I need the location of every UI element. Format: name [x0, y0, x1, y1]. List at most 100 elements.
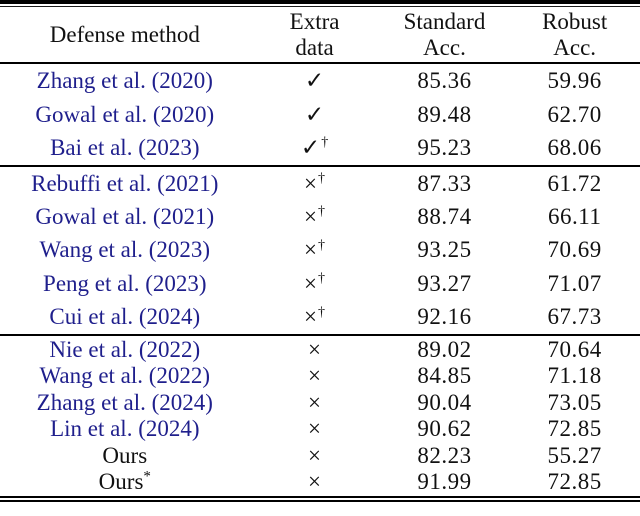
- standard-acc-value: 95.23: [417, 135, 472, 161]
- cross-icon: ×: [304, 237, 318, 263]
- robust-acc-value: 67.73: [547, 304, 602, 330]
- header-extra-line1: Extra: [289, 8, 340, 34]
- robust-acc-value: 72.85: [547, 416, 602, 442]
- standard-acc-value: 92.16: [417, 304, 472, 330]
- cross-icon: ×: [308, 442, 322, 468]
- table-row: Gowal et al. (2020) ✓ 89.48 62.70: [0, 98, 640, 132]
- method-label: Ours: [102, 442, 148, 468]
- robust-acc-value: 72.85: [547, 469, 602, 495]
- header-standard-line2: Acc.: [423, 34, 466, 60]
- method-citation-link[interactable]: Zhang et al. (2020): [36, 67, 213, 93]
- table-row: Cui et al. (2024) ×† 92.16 67.73: [0, 301, 640, 334]
- method-star-superscript: *: [143, 468, 151, 485]
- defense-method-cell: Zhang et al. (2024): [0, 390, 250, 416]
- cross-icon: ×: [308, 336, 322, 362]
- table-row: Gowal et al. (2021) ×† 88.74 66.11: [0, 200, 640, 233]
- method-citation-link[interactable]: Peng et al. (2023): [43, 270, 207, 296]
- extra-data-cell: ×: [250, 363, 380, 389]
- table-group-extra-data: Zhang et al. (2020) ✓ 85.36 59.96 Gowal et a…: [0, 64, 640, 165]
- extra-data-cell: ×: [250, 443, 380, 469]
- extra-data-cell: ✓: [250, 68, 380, 94]
- top-rule-thin: [0, 6, 640, 7]
- defense-method-cell: Bai et al. (2023): [0, 135, 250, 161]
- cross-icon: ×: [304, 270, 318, 296]
- header-standard-acc: Standard Acc.: [380, 9, 510, 61]
- cross-icon: ×: [304, 170, 318, 196]
- standard-acc-value: 88.74: [417, 204, 472, 230]
- group-separator-rule-1: [0, 165, 640, 167]
- robust-acc-value: 66.11: [547, 204, 602, 230]
- robust-acc-value: 73.05: [547, 389, 602, 415]
- robust-acc-value: 71.18: [547, 363, 602, 389]
- checkmark-icon: ✓: [300, 135, 321, 161]
- table-header-row: Defense method Extra data Standard Acc. …: [0, 7, 640, 62]
- method-citation-link[interactable]: Cui et al. (2024): [49, 304, 201, 330]
- header-defense-method-label: Defense method: [49, 21, 200, 47]
- standard-acc-value: 91.99: [417, 469, 472, 495]
- bottom-rule-upper: [0, 496, 640, 498]
- method-citation-link[interactable]: Lin et al. (2024): [50, 416, 200, 442]
- defense-method-cell: Ours: [0, 443, 250, 469]
- table-row: Lin et al. (2024) × 90.62 72.85: [0, 416, 640, 443]
- header-separator-rule: [0, 62, 640, 64]
- dagger-superscript: †: [318, 171, 326, 187]
- extra-data-cell: ×: [250, 337, 380, 363]
- table-row: Wang et al. (2022) × 84.85 71.18: [0, 363, 640, 390]
- standard-acc-value: 85.36: [417, 67, 472, 93]
- header-defense-method: Defense method: [0, 22, 250, 48]
- method-citation-link[interactable]: Rebuffi et al. (2021): [31, 170, 219, 196]
- method-citation-link[interactable]: Wang et al. (2022): [39, 363, 211, 389]
- dagger-superscript: †: [318, 271, 326, 287]
- defense-method-cell: Gowal et al. (2021): [0, 204, 250, 230]
- table-row: Zhang et al. (2024) × 90.04 73.05: [0, 389, 640, 416]
- bottom-rule-lower: [0, 500, 640, 502]
- extra-data-cell: ×†: [250, 204, 380, 230]
- standard-acc-value: 90.04: [417, 389, 472, 415]
- robust-acc-value: 71.07: [547, 270, 602, 296]
- defense-method-cell: Cui et al. (2024): [0, 304, 250, 330]
- dagger-superscript: †: [318, 237, 326, 253]
- defense-method-cell: Lin et al. (2024): [0, 416, 250, 442]
- method-citation-link[interactable]: Zhang et al. (2024): [36, 389, 213, 415]
- cross-icon: ×: [308, 389, 322, 415]
- method-citation-link[interactable]: Bai et al. (2023): [50, 135, 200, 161]
- cross-icon: ×: [308, 363, 322, 389]
- header-standard-line1: Standard: [403, 8, 486, 34]
- defense-method-cell: Nie et al. (2022): [0, 337, 250, 363]
- method-citation-link[interactable]: Gowal et al. (2020): [35, 101, 215, 127]
- table-row: Rebuffi et al. (2021) ×† 87.33 61.72: [0, 167, 640, 200]
- extra-data-cell: ×†: [250, 271, 380, 297]
- cross-icon: ×: [304, 304, 318, 330]
- extra-data-cell: ×†: [250, 237, 380, 263]
- standard-acc-value: 93.27: [417, 270, 472, 296]
- robust-acc-value: 70.69: [547, 237, 602, 263]
- extra-data-cell: ×: [250, 390, 380, 416]
- cross-icon: ×: [304, 204, 318, 230]
- table-group-synthetic-data: Rebuffi et al. (2021) ×† 87.33 61.72 Gowal e…: [0, 167, 640, 334]
- defense-method-cell: Peng et al. (2023): [0, 271, 250, 297]
- method-citation-link[interactable]: Nie et al. (2022): [49, 336, 201, 362]
- dagger-superscript: †: [318, 304, 326, 320]
- table-group-no-extra-data: Nie et al. (2022) × 89.02 70.64 Wang et al. …: [0, 336, 640, 496]
- extra-data-cell: ×: [250, 416, 380, 442]
- defense-method-cell: Gowal et al. (2020): [0, 102, 250, 128]
- group-separator-rule-2: [0, 334, 640, 336]
- method-citation-link[interactable]: Gowal et al. (2021): [35, 204, 215, 230]
- robust-acc-value: 55.27: [547, 442, 602, 468]
- table-row: Peng et al. (2023) ×† 93.27 71.07: [0, 267, 640, 300]
- defense-method-cell: Zhang et al. (2020): [0, 68, 250, 94]
- extra-data-cell: ×: [250, 469, 380, 495]
- table-row: Wang et al. (2023) ×† 93.25 70.69: [0, 234, 640, 267]
- robust-acc-value: 59.96: [547, 67, 602, 93]
- extra-data-cell: ×†: [250, 171, 380, 197]
- extra-data-cell: ×†: [250, 304, 380, 330]
- method-citation-link[interactable]: Wang et al. (2023): [39, 237, 211, 263]
- standard-acc-value: 89.02: [417, 336, 472, 362]
- robust-acc-value: 62.70: [547, 101, 602, 127]
- cross-icon: ×: [308, 469, 322, 495]
- cross-icon: ×: [308, 416, 322, 442]
- table-row: Ours* × 91.99 72.85: [0, 469, 640, 496]
- checkmark-icon: ✓: [304, 67, 325, 93]
- checkmark-icon: ✓: [304, 101, 325, 127]
